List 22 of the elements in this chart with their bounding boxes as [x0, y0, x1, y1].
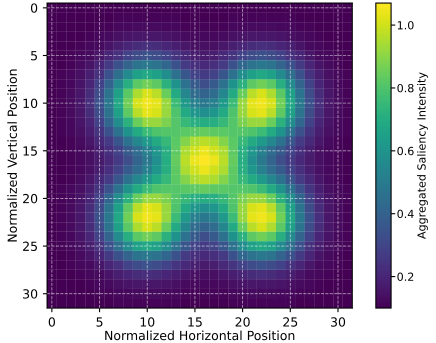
color-bar-title: Aggregated Saliency Intensity: [417, 72, 428, 239]
x-tick-label: 5: [96, 317, 102, 327]
x-tick-label: 30: [330, 317, 346, 327]
color-bar-label: 1.0: [398, 21, 414, 30]
y-tick-label: 20: [23, 194, 38, 204]
y-tick-label: 10: [24, 98, 38, 108]
y-tick-label: 5: [31, 51, 37, 60]
y-tick-label: 15: [24, 146, 37, 156]
color-bar-label: 0.8: [397, 84, 414, 92]
color-bar-label: 0.2: [397, 272, 414, 281]
y-tick-label: 30: [23, 289, 38, 299]
x-tick-label: 0: [48, 317, 56, 327]
y-tick-label: 0: [30, 3, 38, 13]
y-tick-label: 25: [23, 242, 37, 251]
color-bar-label: 0.4: [397, 210, 414, 218]
x-tick-label: 15: [188, 317, 202, 327]
x-tick-label: 25: [283, 317, 298, 327]
x-tick-label: 10: [140, 317, 154, 327]
y-axis-title: Normalized Vertical Position: [7, 69, 17, 242]
x-axis-title: Normalized Horizontal Position: [105, 330, 294, 340]
color-bar-label: 0.6: [397, 146, 414, 156]
x-tick-label: 20: [236, 317, 250, 327]
